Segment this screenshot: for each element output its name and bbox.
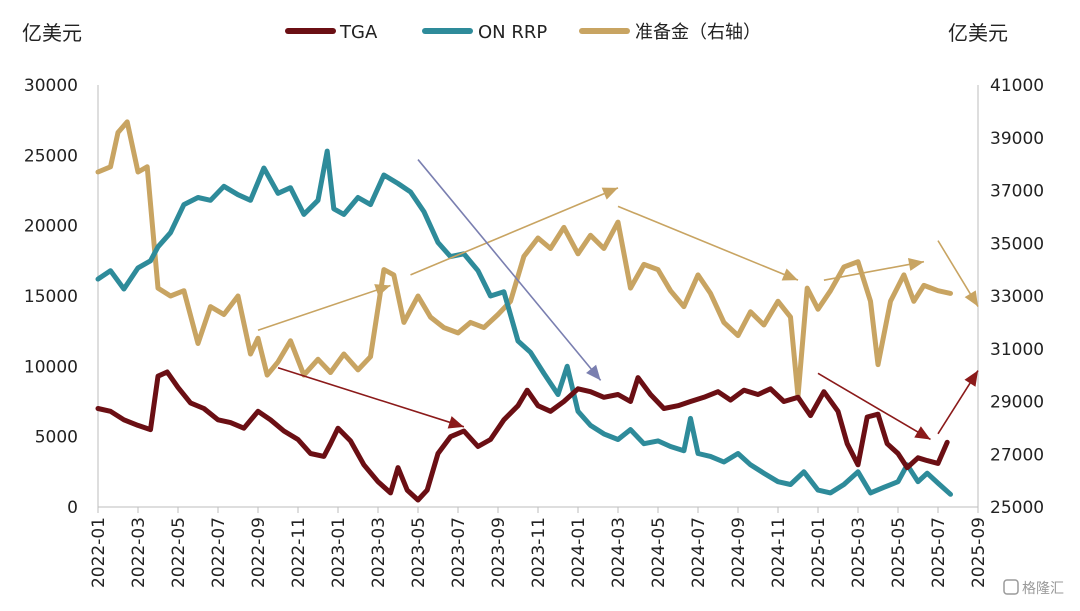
trend-arrow [937, 370, 979, 435]
right-tick-label: 37000 [990, 182, 1044, 202]
right-tick-label: 25000 [990, 498, 1044, 518]
trend-arrow-head [601, 187, 618, 200]
trend-arrow-shaft [277, 366, 465, 428]
x-tick-label: 2022-09 [249, 517, 269, 588]
left-tick-label: 5000 [35, 428, 78, 448]
legend-label-tga: TGA [339, 22, 378, 43]
x-tick-label: 2025-05 [889, 517, 909, 588]
x-tick-label: 2022-07 [209, 517, 229, 588]
left-tick-label: 10000 [24, 357, 78, 377]
x-tick-label: 2024-05 [649, 517, 669, 588]
left-tick-label: 30000 [24, 76, 78, 96]
trend-arrow [617, 205, 799, 281]
x-tick-label: 2025-01 [809, 517, 829, 588]
trend-arrow-head [964, 370, 978, 387]
watermark-text: 格隆汇 [1022, 581, 1064, 597]
x-tick-label: 2023-09 [489, 517, 509, 588]
right-tick-label: 33000 [990, 287, 1044, 307]
trend-arrow-head [914, 426, 931, 440]
trend-arrow [823, 258, 925, 281]
x-tick-label: 2022-11 [289, 517, 309, 588]
trend-arrow-head [781, 268, 798, 281]
x-tick-label: 2023-01 [329, 517, 349, 588]
x-tick-label: 2022-01 [89, 517, 109, 588]
x-tick-label: 2022-03 [129, 517, 149, 588]
right-axis-unit: 亿美元 [948, 21, 1008, 45]
left-axis-unit: 亿美元 [22, 21, 82, 45]
x-tick-label: 2025-07 [929, 517, 949, 588]
trend-arrow-head [586, 364, 601, 381]
x-tick-label: 2025-03 [849, 517, 869, 588]
right-tick-label: 41000 [990, 76, 1044, 96]
trend-arrow-shaft [817, 372, 931, 441]
x-tick-label: 2023-03 [369, 517, 389, 588]
x-tick-label: 2024-01 [569, 517, 589, 588]
watermark: 格隆汇 [1003, 579, 1064, 597]
trend-arrow-shaft [823, 260, 925, 281]
left-tick-label: 15000 [24, 287, 78, 307]
left-tick-label: 25000 [24, 146, 78, 166]
trend-arrow-shaft [257, 284, 391, 332]
x-tick-label: 2024-07 [689, 517, 709, 588]
x-tick-label: 2025-09 [969, 517, 989, 588]
legend-label-on-rrp: ON RRP [478, 22, 547, 43]
trend-arrow-shaft [410, 187, 619, 276]
trend-arrow [937, 240, 979, 307]
watermark-logo-icon [1003, 579, 1019, 595]
legend: TGA ON RRP 准备金（右轴） [285, 22, 761, 43]
trend-arrow [417, 159, 602, 381]
right-tick-label: 27000 [990, 445, 1044, 465]
trend-arrow [277, 366, 465, 429]
right-tick-label: 31000 [990, 340, 1044, 360]
series-line-0 [95, 369, 950, 503]
x-tick-label: 2024-09 [729, 517, 749, 588]
axes: 0 5000 10000 15000 20000 25000 30000 25000 27000… [24, 76, 1044, 588]
annotation-layer [257, 159, 979, 441]
trend-arrow-head [374, 284, 391, 297]
legend-label-reserves: 准备金（右轴） [635, 22, 761, 43]
left-tick-label: 20000 [24, 217, 78, 237]
right-tick-label: 29000 [990, 393, 1044, 413]
x-tick-label: 2023-07 [449, 517, 469, 588]
trend-arrow [410, 187, 619, 276]
x-tick-label: 2023-05 [409, 517, 429, 588]
series-line-1 [95, 148, 953, 497]
left-tick-label: 0 [67, 498, 78, 518]
trend-arrow-head [907, 258, 924, 271]
x-tick-label: 2024-03 [609, 517, 629, 588]
trend-arrow-head [447, 416, 464, 429]
trend-arrow [817, 372, 931, 441]
x-tick-label: 2022-05 [169, 517, 189, 588]
trend-arrow [257, 284, 391, 332]
series-layer [95, 119, 953, 503]
trend-arrow-shaft [417, 159, 602, 381]
x-tick-label: 2024-11 [769, 517, 789, 588]
trend-arrow-shaft [617, 205, 799, 281]
x-tick-label: 2023-11 [529, 517, 549, 588]
series-line-2 [95, 119, 953, 399]
trend-arrow-head [964, 290, 978, 307]
right-tick-label: 39000 [990, 129, 1044, 149]
right-tick-label: 35000 [990, 234, 1044, 254]
